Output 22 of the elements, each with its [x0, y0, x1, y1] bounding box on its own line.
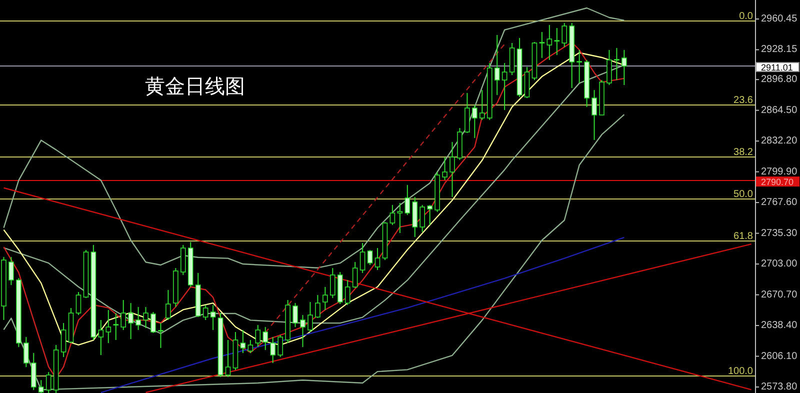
annotation: 38.2	[734, 147, 754, 158]
ref-line-label: 2911.01	[761, 62, 793, 72]
annotation: 100.0	[728, 366, 754, 377]
y-tick-label: 2638.40	[761, 320, 798, 332]
y-tick-label: 2928.15	[761, 44, 798, 56]
text: 黄金日线图	[145, 76, 245, 98]
y-tick-label: 2864.50	[761, 104, 798, 116]
y-tick-label: 2960.45	[761, 13, 798, 24]
annotation: 50.0	[734, 189, 754, 200]
y-tick-label: 2832.20	[761, 136, 798, 147]
annotation: 0.0	[739, 11, 754, 22]
y-tick-label: 2735.30	[761, 228, 798, 239]
y-tick-label: 2703.00	[761, 258, 798, 270]
annotation: 23.6	[734, 94, 754, 106]
y-tick-label: 2767.60	[761, 197, 798, 208]
y-tick-label: 2799.90	[761, 166, 798, 178]
ref-line-label: 2790.70	[761, 176, 794, 187]
y-tick-label: 2670.70	[761, 289, 798, 300]
y-tick-label: 2606.10	[761, 350, 798, 362]
y-tick-label: 2573.80	[761, 382, 798, 393]
y-tick-label: 2896.80	[761, 74, 798, 86]
annotation: 61.8	[734, 230, 754, 242]
